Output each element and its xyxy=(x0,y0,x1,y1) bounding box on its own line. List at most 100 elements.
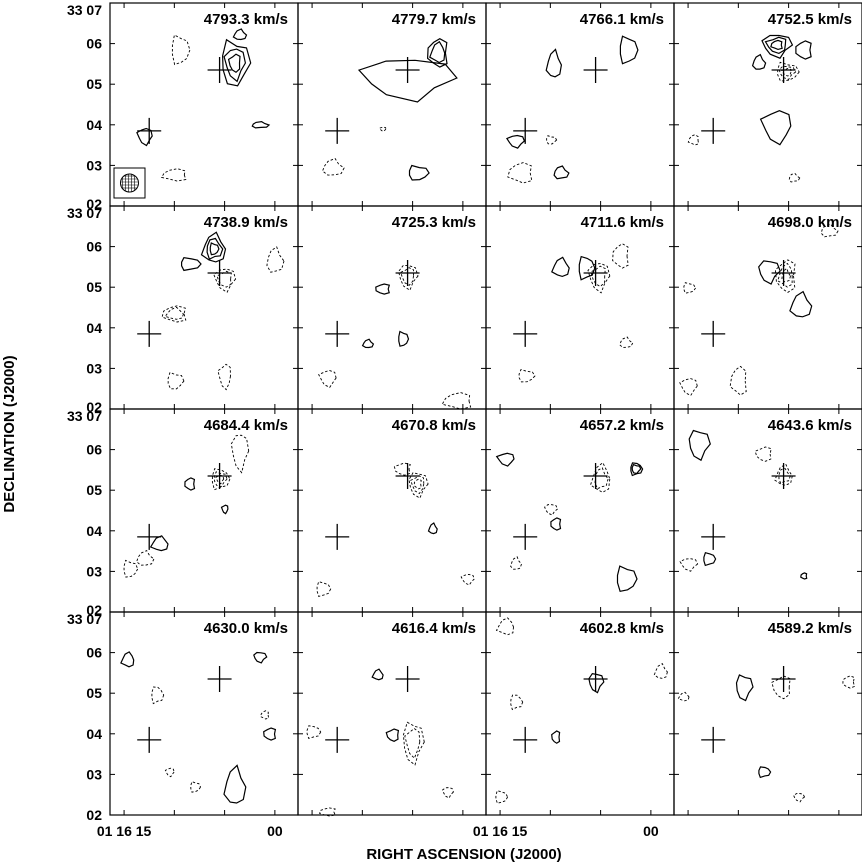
position-cross-marker xyxy=(137,726,162,753)
negative-contour xyxy=(495,790,509,804)
channel-panel: 4766.1 km/s xyxy=(485,2,675,207)
y-tick-label: 05 xyxy=(86,482,102,498)
panel-frame xyxy=(109,205,299,410)
negative-contour xyxy=(266,246,285,273)
position-cross-marker xyxy=(583,665,608,692)
positive-contour xyxy=(357,59,458,103)
velocity-label: 4589.2 km/s xyxy=(768,620,852,637)
positive-contour xyxy=(221,38,252,87)
panel-frame xyxy=(673,408,862,613)
y-tick-label: 03 xyxy=(86,360,102,376)
channel-panel: 4725.3 km/s xyxy=(297,205,487,410)
positive-contour xyxy=(758,766,772,779)
channel-panel: 4589.2 km/s xyxy=(673,611,862,816)
y-tick-label: 02 xyxy=(86,602,102,618)
position-cross-marker xyxy=(395,462,420,489)
positive-contour xyxy=(223,48,247,83)
negative-contour xyxy=(404,727,421,760)
position-cross-marker xyxy=(395,56,420,83)
position-cross-marker xyxy=(513,117,538,144)
channel-panel: 4602.8 km/s 01 16 15 00 xyxy=(473,611,675,839)
negative-contour xyxy=(729,365,747,396)
panel-frame xyxy=(297,205,487,410)
channel-panel: 4738.9 km/s 33 07 06 05 04 03 02 xyxy=(67,205,299,415)
negative-contour xyxy=(316,581,332,597)
positive-contour xyxy=(553,165,570,180)
negative-contour xyxy=(136,550,155,566)
negative-contour xyxy=(518,368,536,383)
negative-contour xyxy=(151,686,165,705)
channel-panel: 4711.6 km/s xyxy=(485,205,675,410)
channel-panel: 4670.8 km/s xyxy=(297,408,487,613)
positive-contour xyxy=(506,134,526,149)
negative-contour xyxy=(612,243,629,269)
negative-contour xyxy=(777,61,800,82)
position-cross-marker xyxy=(771,259,796,286)
negative-contour xyxy=(507,162,533,184)
positive-contour xyxy=(551,730,561,744)
position-cross-marker xyxy=(325,117,350,144)
position-cross-marker xyxy=(137,523,162,550)
position-cross-marker xyxy=(771,665,796,692)
panel-frame xyxy=(673,611,862,816)
positive-contour xyxy=(361,338,375,349)
velocity-label: 4657.2 km/s xyxy=(580,417,664,434)
positive-contour xyxy=(184,477,196,491)
positive-contour xyxy=(751,53,767,70)
positive-contour xyxy=(251,120,271,129)
negative-contour xyxy=(190,781,202,793)
negative-contour xyxy=(321,157,345,176)
y-tick-label: 04 xyxy=(86,726,102,742)
negative-contour xyxy=(619,336,634,348)
y-tick-label: 04 xyxy=(86,523,102,539)
position-cross-marker xyxy=(583,56,608,83)
negative-contour xyxy=(679,378,698,397)
panel-frame xyxy=(485,2,675,207)
position-cross-marker xyxy=(513,320,538,347)
position-cross-marker xyxy=(513,523,538,550)
positive-contour xyxy=(631,463,642,475)
positive-contour xyxy=(551,256,570,278)
panel-frame xyxy=(673,2,862,207)
positive-contour xyxy=(209,242,220,256)
positive-contour xyxy=(232,28,248,41)
position-cross-marker xyxy=(325,523,350,550)
negative-contour xyxy=(754,446,772,462)
negative-contour xyxy=(589,462,611,493)
panel-frame xyxy=(109,611,299,816)
y-tick-label: 03 xyxy=(86,766,102,782)
position-cross-marker xyxy=(701,117,726,144)
positive-contour xyxy=(427,522,438,535)
positive-contour xyxy=(761,34,794,59)
negative-contour xyxy=(774,463,793,486)
y-tick-label: 06 xyxy=(86,239,102,255)
positive-contour xyxy=(619,35,639,65)
positive-contour xyxy=(181,257,202,272)
velocity-label: 4602.8 km/s xyxy=(580,620,664,637)
positive-contour xyxy=(588,673,605,694)
position-cross-marker xyxy=(395,259,420,286)
position-cross-marker xyxy=(207,665,232,692)
x-tick-label: 01 16 15 xyxy=(97,823,152,839)
negative-contour xyxy=(788,172,801,183)
velocity-label: 4738.9 km/s xyxy=(204,214,288,231)
positive-contour xyxy=(149,535,169,552)
positive-contour xyxy=(120,651,135,668)
negative-contour xyxy=(590,265,606,288)
negative-contour xyxy=(167,371,185,390)
positive-contour xyxy=(136,127,153,147)
position-cross-marker xyxy=(771,462,796,489)
positive-contour xyxy=(630,462,644,477)
positive-contour xyxy=(616,565,638,592)
y-tick-label: 05 xyxy=(86,279,102,295)
y-tick-label: 05 xyxy=(86,685,102,701)
y-tick-label: 04 xyxy=(86,117,102,133)
negative-contour xyxy=(781,267,791,283)
channel-panel: 4752.5 km/s xyxy=(673,2,862,207)
negative-contour xyxy=(679,558,699,572)
negative-contour xyxy=(777,262,793,288)
position-cross-marker xyxy=(583,259,608,286)
channel-panel: 4698.0 km/s xyxy=(673,205,862,410)
